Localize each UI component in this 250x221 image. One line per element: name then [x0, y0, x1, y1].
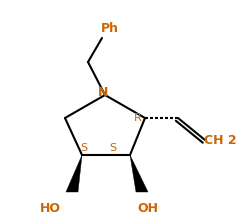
Polygon shape — [130, 155, 148, 192]
Polygon shape — [66, 155, 82, 192]
Text: R: R — [134, 113, 141, 123]
Text: S: S — [109, 143, 116, 153]
Text: S: S — [80, 143, 87, 153]
Text: CH 2: CH 2 — [203, 133, 235, 147]
Text: HO: HO — [39, 202, 60, 215]
Text: N: N — [98, 86, 108, 99]
Text: Ph: Ph — [100, 21, 118, 34]
Text: OH: OH — [137, 202, 158, 215]
